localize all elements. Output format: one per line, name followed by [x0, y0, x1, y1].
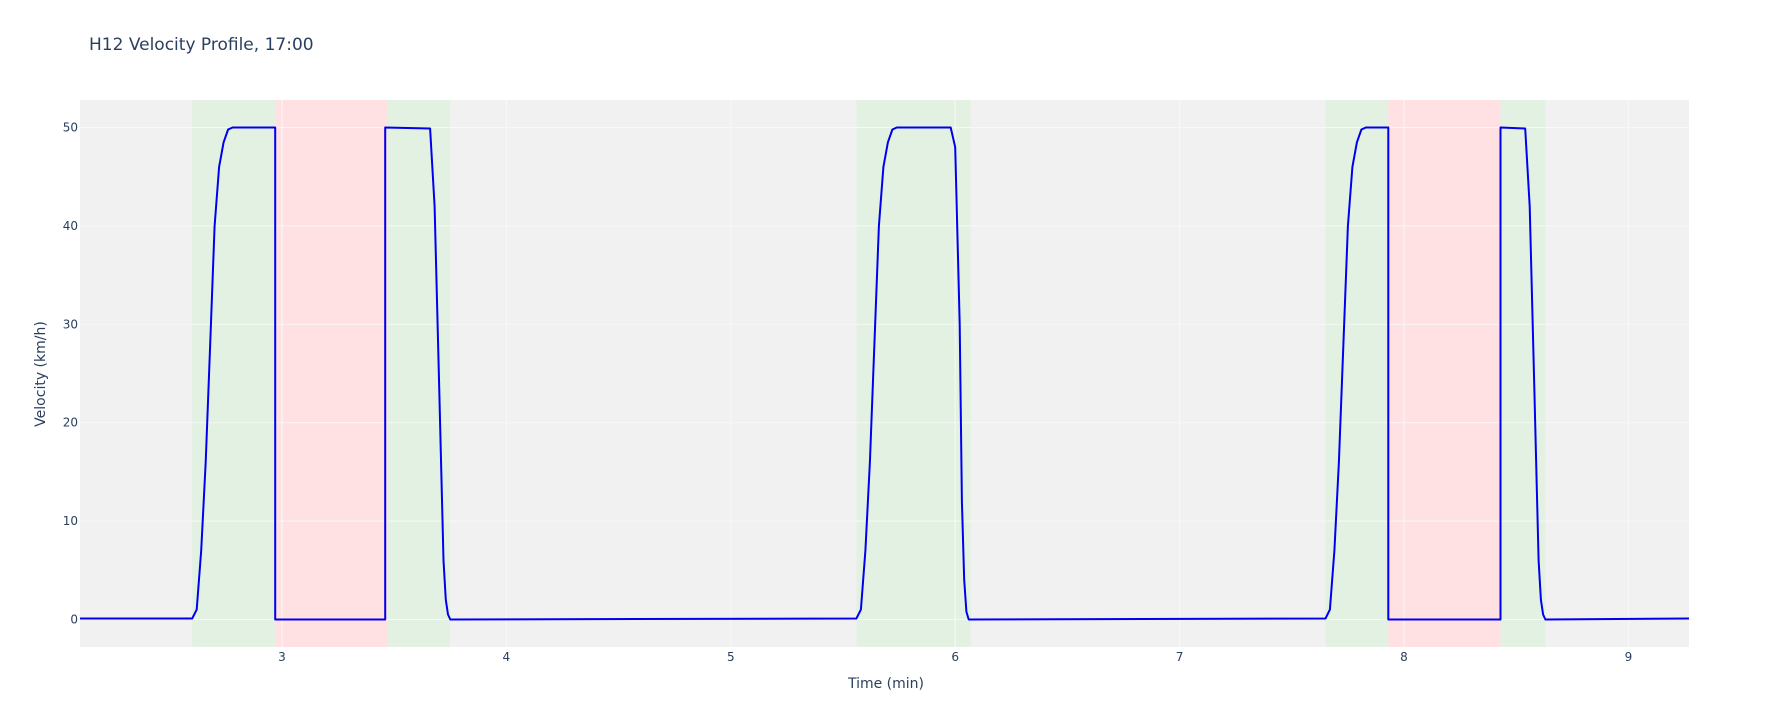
y-tick-label: 40	[63, 219, 78, 233]
x-tick-label: 7	[1176, 650, 1184, 664]
x-tick-label: 6	[951, 650, 959, 664]
chart-title: H12 Velocity Profile, 17:00	[89, 35, 314, 55]
x-tick-label: 9	[1625, 650, 1633, 664]
gridlines	[80, 100, 1689, 647]
x-axis-ticks: 3 4 5 6 7 8 9	[278, 650, 1632, 664]
x-tick-label: 4	[503, 650, 511, 664]
band-green-4	[1325, 100, 1389, 647]
band-red-1	[275, 100, 388, 647]
band-green-2	[387, 100, 451, 647]
x-tick-label: 3	[278, 650, 286, 664]
band-green-3	[856, 100, 971, 647]
phase-bands	[192, 100, 1546, 647]
y-tick-label: 30	[63, 317, 78, 331]
y-tick-label: 20	[63, 416, 78, 430]
y-axis-ticks: 0 10 20 30 40 50	[63, 121, 78, 627]
y-tick-label: 10	[63, 514, 78, 528]
velocity-line	[80, 126, 1690, 621]
y-tick-label: 50	[63, 121, 78, 135]
y-tick-label: 0	[70, 612, 78, 626]
band-green-0	[192, 100, 276, 647]
x-tick-label: 5	[727, 650, 735, 664]
band-red-5	[1388, 100, 1501, 647]
y-axis-title: Velocity (km/h)	[33, 321, 49, 427]
x-tick-label: 8	[1400, 650, 1408, 664]
x-axis-title: Time (min)	[847, 676, 924, 692]
